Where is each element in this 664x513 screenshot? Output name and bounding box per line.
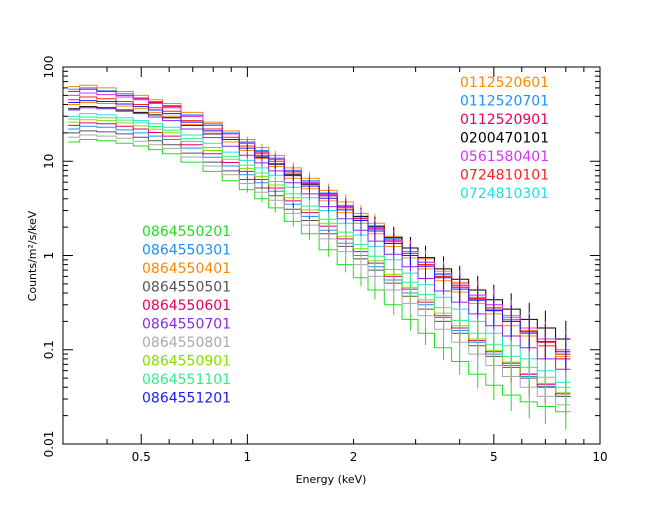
legend-entry-0864550701: 0864550701 xyxy=(142,317,231,333)
legend-entry-0864550401: 0864550401 xyxy=(142,261,231,277)
series-0864550701 xyxy=(68,107,571,370)
y-tick-label: 0.1 xyxy=(42,340,56,359)
legend-entry-0864551101: 0864551101 xyxy=(142,372,231,388)
legend-entry-0864550201: 0864550201 xyxy=(142,224,231,240)
y-tick-label: 1 xyxy=(42,252,56,260)
axis-ticks xyxy=(62,66,601,445)
y-tick-label: 0.01 xyxy=(42,431,56,458)
legend-entry-0561580401: 0561580401 xyxy=(460,149,549,165)
series-layer xyxy=(68,84,571,430)
error-bars-0864550801 xyxy=(246,180,567,424)
legend-entry-0724810101: 0724810101 xyxy=(460,168,549,184)
x-tick-label: 5 xyxy=(490,450,498,464)
y-tick-label: 100 xyxy=(42,56,56,79)
legend-entry-0864550901: 0864550901 xyxy=(142,354,231,370)
x-tick-label: 0.5 xyxy=(132,450,151,464)
error-bars-0864551201 xyxy=(246,145,567,371)
series-0864550801 xyxy=(68,134,571,406)
legend-entry-0864550601: 0864550601 xyxy=(142,298,231,314)
legend-entry-0112520601: 0112520601 xyxy=(460,75,549,91)
legend-entry-0200470101: 0200470101 xyxy=(460,131,549,147)
legend-entry-0864551201: 0864551201 xyxy=(142,391,231,407)
error-bars-0864550201 xyxy=(246,186,567,430)
legend-entry-0864550501: 0864550501 xyxy=(142,280,231,296)
x-axis-title: Energy (keV) xyxy=(296,473,367,486)
y-tick-label: 10 xyxy=(42,154,56,169)
error-bars-0864550601 xyxy=(246,168,567,413)
legend-entry-0864550801: 0864550801 xyxy=(142,335,231,351)
legend: 0112520601 0112520701 0112520901 0200470101… xyxy=(142,75,549,407)
x-tick-label: 1 xyxy=(244,450,252,464)
error-bars-0864551101 xyxy=(246,162,567,406)
axis-tick-labels: 0.5 1 2 5 10 0.01 0.1 1 10 100 xyxy=(42,56,608,464)
x-tick-label: 10 xyxy=(592,450,607,464)
legend-entry-0112520701: 0112520701 xyxy=(460,94,549,110)
x-tick-label: 2 xyxy=(350,450,358,464)
legend-entry-0864550301: 0864550301 xyxy=(142,243,231,259)
error-bars-0864550901 xyxy=(246,165,567,411)
series-0864551201 xyxy=(68,100,571,353)
legend-entry-0112520901: 0112520901 xyxy=(460,112,549,128)
y-axis-title: Counts/m²/s/keV xyxy=(26,210,39,301)
legend-entry-0724810301: 0724810301 xyxy=(460,186,549,202)
series-0864550201 xyxy=(68,139,571,413)
series-0864551101 xyxy=(68,116,571,388)
error-bars-0864550501 xyxy=(246,176,567,415)
